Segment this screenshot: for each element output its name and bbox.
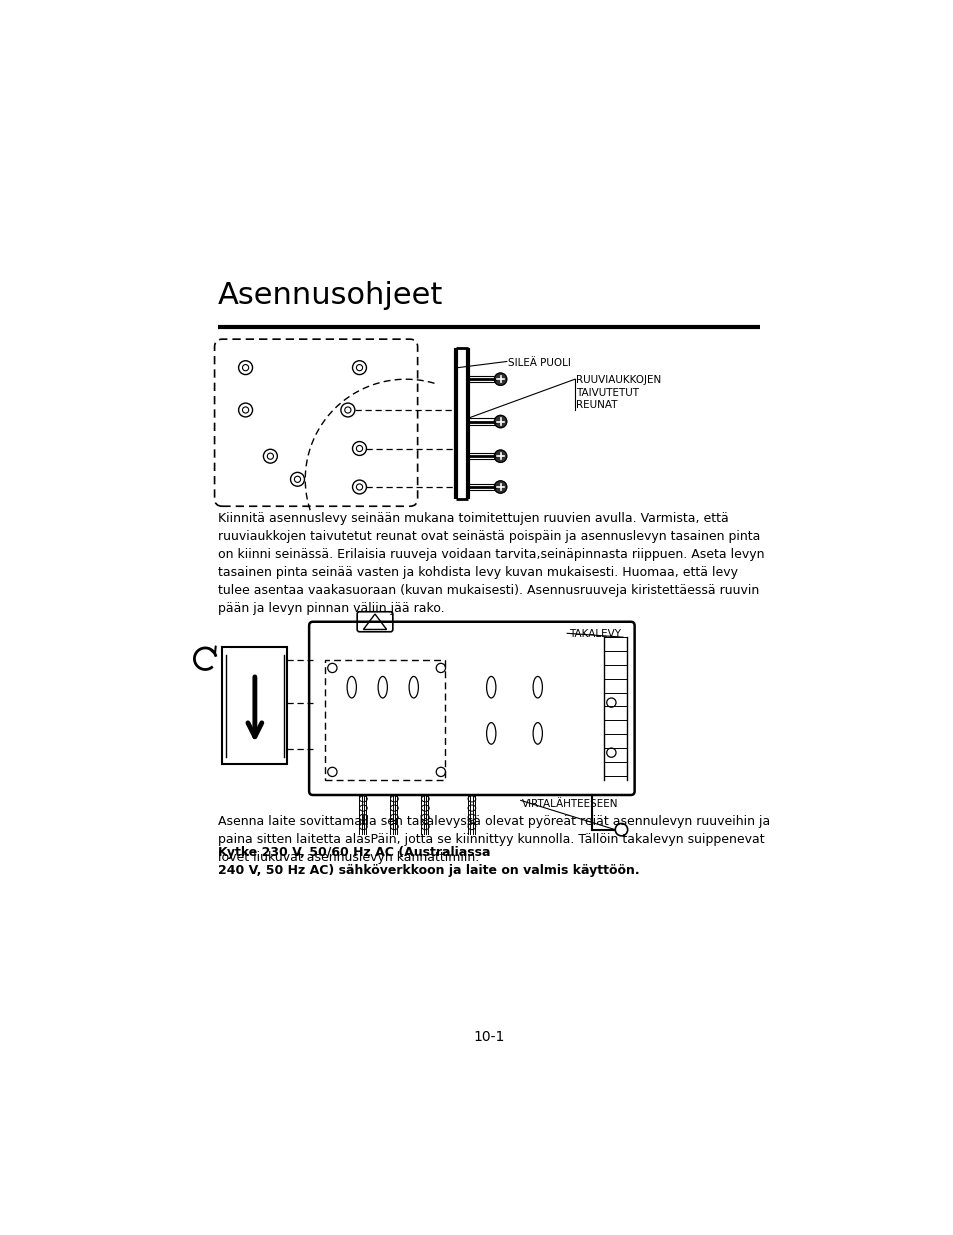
Circle shape [494, 415, 506, 427]
Text: Kytke 230 V, 50/60 Hz AC (Australiassa
240 V, 50 Hz AC) sähköverkkoon ja laite o: Kytke 230 V, 50/60 Hz AC (Australiassa 2… [217, 846, 639, 877]
Circle shape [494, 450, 506, 462]
Text: TAKALEVY: TAKALEVY [568, 630, 620, 640]
Text: 10-1: 10-1 [473, 1030, 504, 1044]
Text: SILEÄ PUOLI: SILEÄ PUOLI [508, 358, 571, 368]
Text: VIRTALÄHTEESEEN: VIRTALÄHTEESEEN [521, 799, 618, 809]
Text: Asennusohjeet: Asennusohjeet [217, 280, 442, 310]
Text: Kiinnitä asennuslevy seinään mukana toimitettujen ruuvien avulla. Varmista, että: Kiinnitä asennuslevy seinään mukana toim… [217, 511, 763, 615]
Circle shape [494, 480, 506, 493]
Text: RUUVIAUKKOJEN
TAIVUTETUT
REUNAT: RUUVIAUKKOJEN TAIVUTETUT REUNAT [576, 375, 661, 410]
Text: Asenna laite sovittamalla sen takalevyssä olevat pyöreät reiät asennulevyn ruuve: Asenna laite sovittamalla sen takalevyss… [217, 815, 769, 864]
Circle shape [494, 373, 506, 385]
